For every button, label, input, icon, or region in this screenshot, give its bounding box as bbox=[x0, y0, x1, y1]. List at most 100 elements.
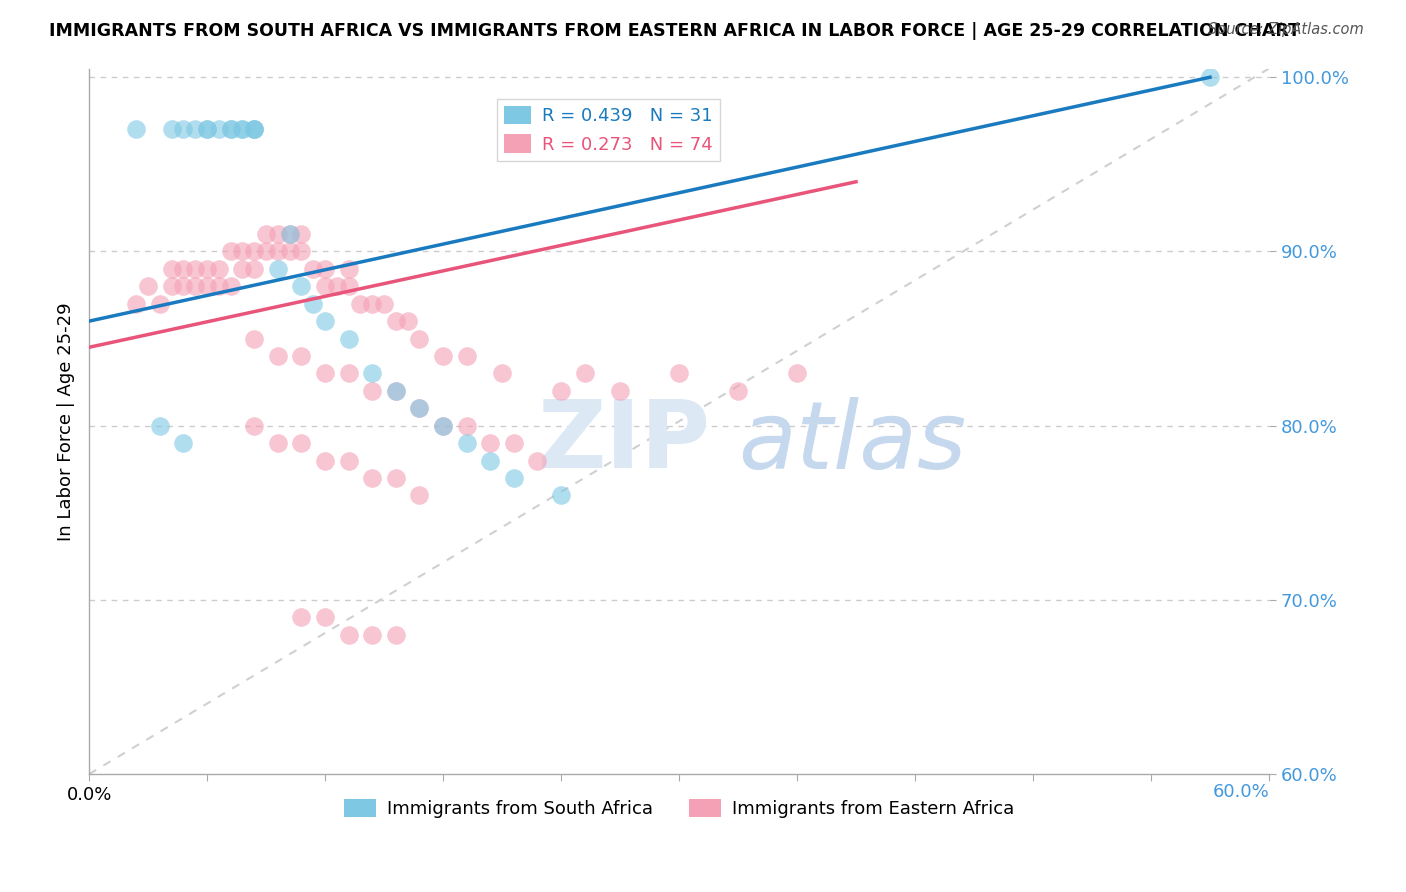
Point bbox=[243, 122, 266, 136]
Point bbox=[550, 488, 572, 502]
Point bbox=[574, 367, 596, 381]
Point bbox=[149, 296, 172, 310]
Point bbox=[408, 401, 430, 416]
Point bbox=[160, 122, 183, 136]
Point bbox=[337, 453, 360, 467]
Point bbox=[314, 314, 336, 328]
Text: IMMIGRANTS FROM SOUTH AFRICA VS IMMIGRANTS FROM EASTERN AFRICA IN LABOR FORCE | : IMMIGRANTS FROM SOUTH AFRICA VS IMMIGRAN… bbox=[49, 22, 1301, 40]
Point bbox=[195, 261, 218, 276]
Point bbox=[290, 244, 312, 259]
Point bbox=[219, 244, 242, 259]
Point bbox=[314, 453, 336, 467]
Point bbox=[278, 227, 301, 241]
Point bbox=[125, 296, 148, 310]
Legend: Immigrants from South Africa, Immigrants from Eastern Africa: Immigrants from South Africa, Immigrants… bbox=[336, 791, 1022, 825]
Point bbox=[172, 122, 194, 136]
Point bbox=[290, 227, 312, 241]
Point bbox=[195, 122, 218, 136]
Point bbox=[385, 314, 408, 328]
Text: ZIP: ZIP bbox=[537, 396, 710, 489]
Point bbox=[243, 122, 266, 136]
Point bbox=[326, 279, 349, 293]
Point bbox=[361, 296, 384, 310]
Point bbox=[456, 418, 478, 433]
Point bbox=[337, 279, 360, 293]
Point bbox=[172, 279, 194, 293]
Point bbox=[267, 227, 290, 241]
Point bbox=[136, 279, 159, 293]
Point bbox=[337, 628, 360, 642]
Point bbox=[432, 418, 454, 433]
Point bbox=[219, 279, 242, 293]
Point bbox=[361, 628, 384, 642]
Point bbox=[786, 367, 808, 381]
Point bbox=[302, 261, 325, 276]
Point bbox=[149, 418, 172, 433]
Point bbox=[231, 122, 253, 136]
Point bbox=[184, 122, 207, 136]
Point bbox=[184, 261, 207, 276]
Point bbox=[491, 367, 513, 381]
Point bbox=[337, 261, 360, 276]
Point bbox=[396, 314, 419, 328]
Point bbox=[290, 436, 312, 450]
Point bbox=[278, 227, 301, 241]
Point bbox=[526, 453, 548, 467]
Point bbox=[456, 349, 478, 363]
Point bbox=[267, 261, 290, 276]
Point bbox=[208, 122, 231, 136]
Point bbox=[195, 122, 218, 136]
Point bbox=[408, 488, 430, 502]
Point bbox=[314, 610, 336, 624]
Point bbox=[385, 384, 408, 398]
Point bbox=[254, 227, 277, 241]
Point bbox=[385, 471, 408, 485]
Point bbox=[290, 279, 312, 293]
Point bbox=[373, 296, 395, 310]
Point bbox=[243, 261, 266, 276]
Point bbox=[219, 122, 242, 136]
Point bbox=[502, 471, 524, 485]
Point bbox=[243, 418, 266, 433]
Point bbox=[727, 384, 749, 398]
Text: atlas: atlas bbox=[738, 397, 966, 488]
Point bbox=[160, 261, 183, 276]
Point bbox=[408, 332, 430, 346]
Point bbox=[219, 122, 242, 136]
Point bbox=[432, 418, 454, 433]
Point bbox=[314, 279, 336, 293]
Point bbox=[290, 349, 312, 363]
Point bbox=[502, 436, 524, 450]
Point bbox=[267, 244, 290, 259]
Point bbox=[668, 367, 690, 381]
Point bbox=[231, 122, 253, 136]
Point bbox=[243, 244, 266, 259]
Point bbox=[125, 122, 148, 136]
Point bbox=[160, 279, 183, 293]
Y-axis label: In Labor Force | Age 25-29: In Labor Force | Age 25-29 bbox=[58, 302, 75, 541]
Point bbox=[361, 471, 384, 485]
Point bbox=[337, 367, 360, 381]
Point bbox=[243, 122, 266, 136]
Point bbox=[231, 261, 253, 276]
Point bbox=[231, 244, 253, 259]
Point bbox=[172, 436, 194, 450]
Point bbox=[302, 296, 325, 310]
Point bbox=[479, 436, 502, 450]
Point bbox=[361, 384, 384, 398]
Point bbox=[385, 384, 408, 398]
Text: 60.0%: 60.0% bbox=[1212, 783, 1270, 801]
Point bbox=[479, 453, 502, 467]
Point bbox=[456, 436, 478, 450]
Point bbox=[208, 279, 231, 293]
Point bbox=[195, 279, 218, 293]
Point bbox=[290, 610, 312, 624]
Point bbox=[349, 296, 371, 310]
Text: Source: ZipAtlas.com: Source: ZipAtlas.com bbox=[1208, 22, 1364, 37]
Point bbox=[243, 332, 266, 346]
Point bbox=[550, 384, 572, 398]
Point bbox=[432, 349, 454, 363]
Point bbox=[609, 384, 631, 398]
Point bbox=[254, 244, 277, 259]
Point bbox=[1199, 70, 1222, 85]
